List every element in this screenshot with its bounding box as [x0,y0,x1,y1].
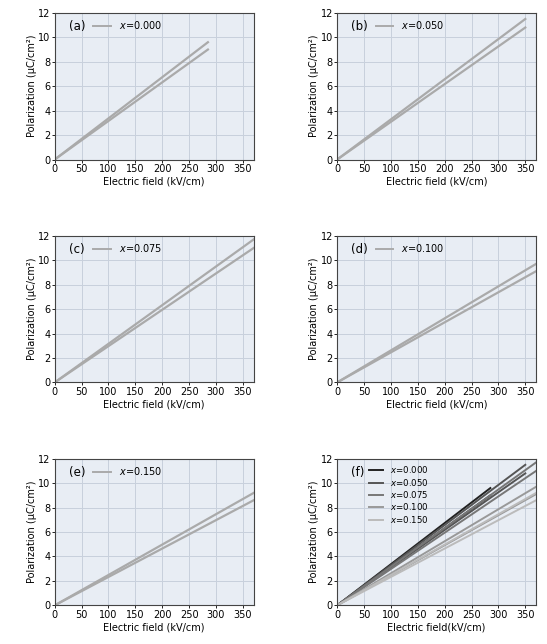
Legend: $x$=0.100: $x$=0.100 [376,242,445,254]
Text: (d): (d) [351,243,368,256]
Y-axis label: Polarization (μC/cm²): Polarization (μC/cm²) [27,481,37,583]
Y-axis label: Polarization (μC/cm²): Polarization (μC/cm²) [309,258,319,361]
X-axis label: Electric field (kV/cm): Electric field (kV/cm) [103,176,205,187]
Text: (f): (f) [351,466,364,479]
Y-axis label: Polarization (μC/cm²): Polarization (μC/cm²) [27,35,37,137]
X-axis label: Electric field (kV/cm): Electric field (kV/cm) [103,622,205,632]
Legend: $x$=0.000, $x$=0.050, $x$=0.075, $x$=0.100, $x$=0.150: $x$=0.000, $x$=0.050, $x$=0.075, $x$=0.1… [369,464,429,525]
Legend: $x$=0.075: $x$=0.075 [94,242,162,254]
Y-axis label: Polarization (μC/cm²): Polarization (μC/cm²) [309,35,319,137]
Text: (b): (b) [351,20,368,33]
Legend: $x$=0.050: $x$=0.050 [376,19,445,31]
X-axis label: Electric field(kV/cm): Electric field(kV/cm) [387,622,486,632]
Legend: $x$=0.000: $x$=0.000 [94,19,162,31]
Text: (e): (e) [68,466,85,479]
Text: (c): (c) [68,243,84,256]
Legend: $x$=0.150: $x$=0.150 [94,465,162,477]
Text: (a): (a) [68,20,85,33]
Y-axis label: Polarization (μC/cm²): Polarization (μC/cm²) [309,481,319,583]
X-axis label: Electric field (kV/cm): Electric field (kV/cm) [386,399,487,410]
Y-axis label: Polarization (μC/cm²): Polarization (μC/cm²) [27,258,37,361]
X-axis label: Electric field (kV/cm): Electric field (kV/cm) [103,399,205,410]
X-axis label: Electric field (kV/cm): Electric field (kV/cm) [386,176,487,187]
